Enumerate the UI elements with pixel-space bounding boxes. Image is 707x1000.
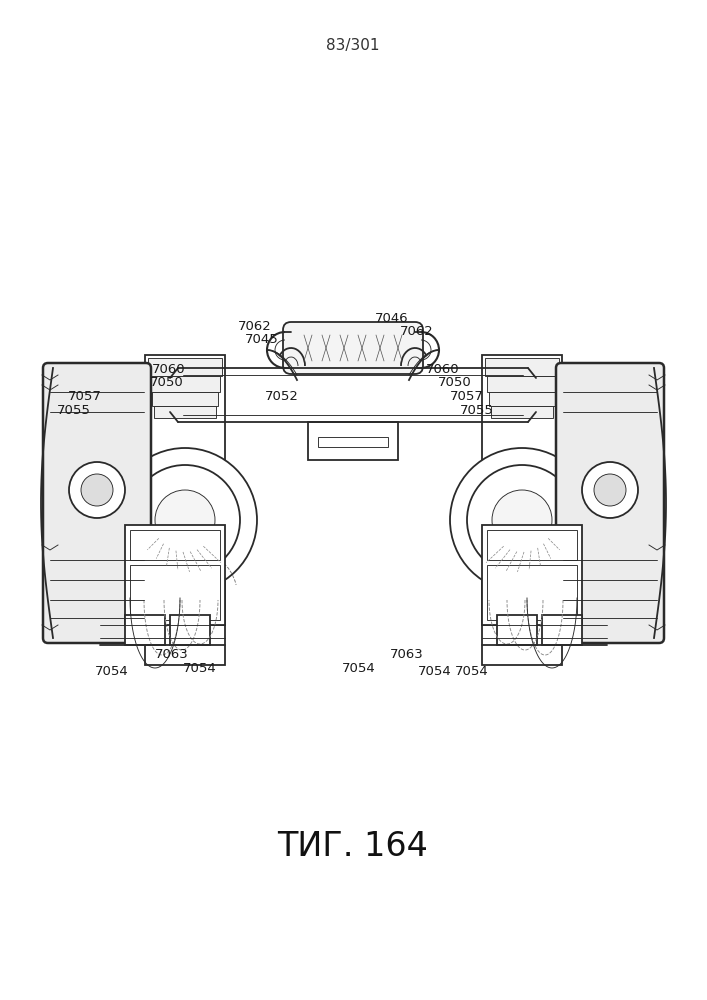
Text: ΤИГ. 164: ΤИГ. 164 bbox=[278, 830, 428, 863]
Bar bbox=[485, 358, 559, 376]
Text: 83/301: 83/301 bbox=[326, 38, 380, 53]
Bar bbox=[145, 355, 225, 665]
Bar bbox=[130, 565, 220, 620]
Circle shape bbox=[155, 490, 215, 550]
Bar bbox=[308, 422, 398, 460]
Bar bbox=[482, 355, 562, 665]
FancyBboxPatch shape bbox=[283, 322, 423, 374]
Bar bbox=[170, 615, 210, 645]
Text: 7057: 7057 bbox=[450, 390, 484, 403]
Bar bbox=[497, 615, 537, 645]
Text: 7054: 7054 bbox=[183, 662, 217, 675]
Text: 7054: 7054 bbox=[418, 665, 452, 678]
Bar bbox=[150, 376, 220, 392]
FancyBboxPatch shape bbox=[43, 363, 151, 643]
Bar bbox=[154, 406, 216, 418]
Circle shape bbox=[69, 462, 125, 518]
Bar bbox=[482, 525, 582, 625]
Text: 7062: 7062 bbox=[400, 325, 434, 338]
Circle shape bbox=[492, 490, 552, 550]
Text: 7054: 7054 bbox=[342, 662, 375, 675]
Text: 7063: 7063 bbox=[155, 648, 189, 661]
Circle shape bbox=[130, 465, 240, 575]
Bar bbox=[542, 615, 582, 645]
Bar bbox=[487, 530, 577, 560]
Text: 7050: 7050 bbox=[438, 376, 472, 389]
Text: 7057: 7057 bbox=[68, 390, 102, 403]
Circle shape bbox=[582, 462, 638, 518]
Bar bbox=[152, 392, 218, 406]
Circle shape bbox=[81, 474, 113, 506]
Circle shape bbox=[594, 474, 626, 506]
Bar bbox=[130, 530, 220, 560]
Bar bbox=[125, 615, 165, 645]
Text: 7050: 7050 bbox=[150, 376, 184, 389]
Bar bbox=[318, 437, 388, 447]
Circle shape bbox=[450, 448, 594, 592]
Bar bbox=[487, 565, 577, 620]
Text: 7054: 7054 bbox=[95, 665, 129, 678]
Text: 7063: 7063 bbox=[390, 648, 423, 661]
Text: 7060: 7060 bbox=[152, 363, 186, 376]
Bar bbox=[125, 525, 225, 625]
Bar bbox=[148, 358, 222, 376]
Text: 7045: 7045 bbox=[245, 333, 279, 346]
Text: 7055: 7055 bbox=[57, 404, 91, 417]
Text: 7062: 7062 bbox=[238, 320, 271, 333]
Circle shape bbox=[113, 448, 257, 592]
Bar bbox=[491, 406, 553, 418]
Bar bbox=[487, 376, 557, 392]
Text: 7060: 7060 bbox=[426, 363, 460, 376]
Bar bbox=[489, 392, 555, 406]
Text: 7046: 7046 bbox=[375, 312, 409, 325]
Text: 7054: 7054 bbox=[455, 665, 489, 678]
Text: 7052: 7052 bbox=[265, 390, 299, 403]
Text: 7055: 7055 bbox=[460, 404, 494, 417]
FancyBboxPatch shape bbox=[556, 363, 664, 643]
Circle shape bbox=[467, 465, 577, 575]
